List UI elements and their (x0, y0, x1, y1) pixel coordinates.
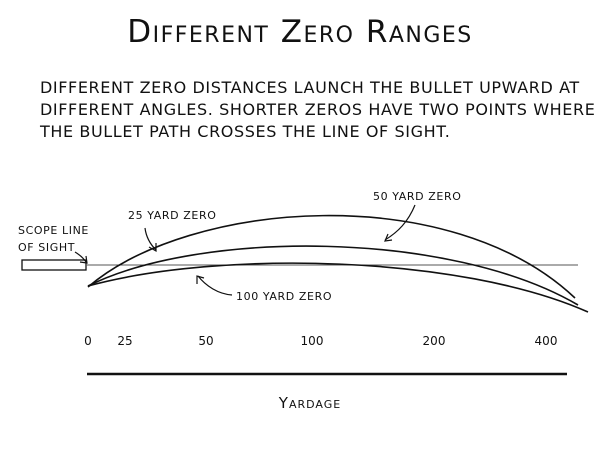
label-arrow-100-yard (197, 275, 233, 296)
page-title: Different Zero Ranges (127, 14, 473, 50)
label-arrowhead-25-yard (148, 243, 157, 253)
label-arrow-25-yard (144, 227, 157, 251)
x-tick-400: 400 (534, 334, 558, 348)
description-line-2: different angles. Shorter zeros have two… (40, 100, 596, 119)
label-100-yard-zero: 100 yard zero (236, 290, 333, 303)
x-axis-label: Yardage (278, 394, 342, 412)
x-tick-200: 200 (422, 334, 446, 348)
description-line-1: Different zero distances launch the bull… (40, 78, 580, 97)
label-25-yard-zero: 25 yard zero (128, 209, 217, 222)
x-tick-0: 0 (84, 334, 92, 348)
x-tick-100: 100 (300, 334, 324, 348)
x-tick-50: 50 (198, 334, 214, 348)
scope-label-line-1: Scope line (18, 224, 89, 237)
scope-icon (21, 259, 87, 271)
trajectory-25-yard (87, 245, 579, 306)
x-tick-25: 25 (117, 334, 133, 348)
label-arrowhead-50-yard (384, 233, 393, 242)
scope-label-arrowhead (79, 255, 88, 264)
label-50-yard-zero: 50 yard zero (373, 190, 462, 203)
scope-label: Scope line of sight (18, 222, 89, 256)
scope-label-arrow (74, 251, 87, 263)
trajectory-100-yard (87, 262, 589, 313)
description-text: Different zero distances launch the bull… (40, 77, 596, 143)
scope-label-line-2: of sight (18, 241, 76, 254)
trajectory-50-yard (87, 214, 576, 299)
label-arrowhead-100-yard (196, 275, 205, 284)
description-line-3: the bullet path crosses the line of sigh… (40, 122, 451, 141)
label-arrow-50-yard (384, 204, 416, 241)
